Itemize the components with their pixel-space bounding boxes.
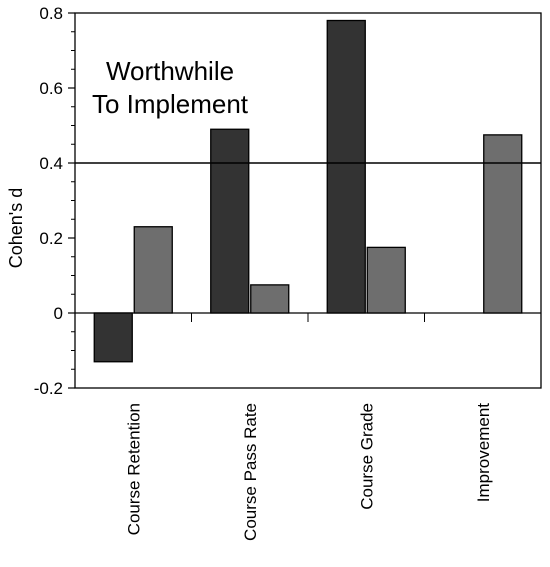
x-category-label: Course Pass Rate [241, 403, 260, 541]
bar [250, 284, 290, 314]
y-tick-label: 0.8 [39, 4, 63, 23]
bar [366, 246, 406, 314]
y-axis-title: Cohen's d [6, 188, 26, 269]
x-category-label: Course Retention [124, 403, 143, 535]
annotation-line-2: To Implement [92, 89, 249, 119]
annotation-line-1: Worthwhile [106, 56, 234, 86]
y-tick-label: 0.4 [39, 154, 63, 173]
bar [93, 312, 133, 363]
y-tick-label: 0 [54, 304, 63, 323]
x-category-label: Improvement [474, 403, 493, 502]
bar [326, 19, 366, 314]
x-category-label: Course Grade [357, 403, 376, 510]
bar [210, 128, 250, 314]
y-tick-label: -0.2 [34, 379, 63, 398]
bar [133, 226, 173, 314]
y-tick-label: 0.2 [39, 229, 63, 248]
y-tick-label: 0.6 [39, 79, 63, 98]
bar [483, 134, 523, 314]
